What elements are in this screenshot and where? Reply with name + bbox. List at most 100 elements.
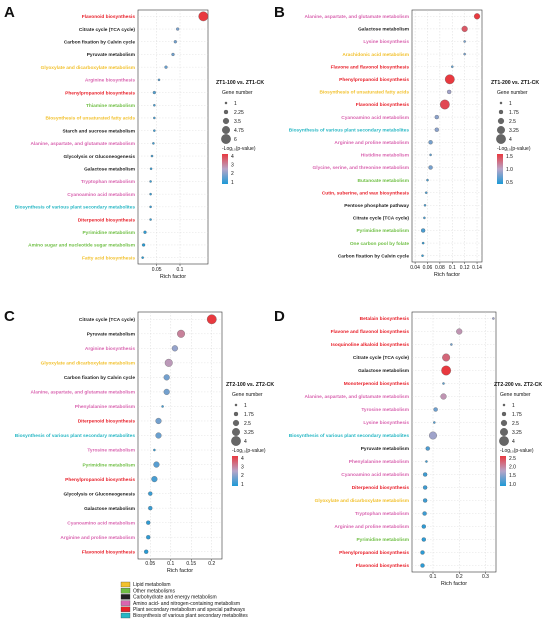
color-tick-label: 2 (231, 171, 234, 177)
size-legend-value: 2.5 (244, 421, 251, 427)
size-legend-dot (232, 419, 240, 427)
color-tick-label: 1.0 (509, 482, 516, 488)
data-point (155, 417, 162, 425)
pathway-label: Galactose metabolism (84, 166, 135, 172)
pathway-label: Arginine biosynthesis (85, 78, 135, 84)
pathway-label: Arginine biosynthesis (85, 346, 135, 352)
size-legend-title: Gene number (497, 90, 528, 96)
data-point (442, 353, 451, 362)
x-tick-label: 0.05 (145, 561, 155, 567)
pathway-label: Cyanoamino acid metabolism (341, 115, 409, 121)
color-tick-label: 1.0 (506, 167, 513, 173)
color-tick-label: 1.5 (506, 154, 513, 160)
color-tick-label: 1 (241, 482, 244, 488)
data-point (444, 74, 455, 85)
data-point (146, 535, 151, 540)
pathway-label: Phenylpropanoid biosynthesis (339, 550, 409, 556)
color-tick-label: 2 (241, 473, 244, 479)
pathway-label: Pentose phosphate pathway (344, 203, 409, 209)
pathway-label: Cyanoamino acid metabolism (67, 192, 135, 198)
category-label: Carbohydrate and energy metabolism (133, 595, 217, 601)
data-point (149, 205, 152, 209)
data-point (155, 432, 162, 439)
data-point (441, 365, 451, 376)
size-legend-value: 4 (512, 439, 515, 445)
pathway-label: Phenylpropanoid biosynthesis (339, 77, 409, 83)
pathway-label: Glycine, serine, and threonine metabolis… (313, 165, 410, 171)
category-swatch (120, 600, 131, 606)
data-point (440, 393, 447, 400)
pathway-label: Cutin, suberine, and wax biosynthesis (322, 190, 409, 196)
data-point (456, 328, 463, 335)
pathway-label: Glyoxylate and dicarboxylate metabolism (41, 65, 135, 71)
size-legend-value: 1.75 (244, 412, 254, 418)
pathway-label: Carbon fixation by Calvin cycle (338, 253, 410, 259)
size-legend-dot (221, 134, 231, 144)
data-point (149, 218, 152, 221)
pathway-label: Glycolysis or Gluconeogenesis (64, 154, 136, 160)
category-swatch (120, 581, 131, 588)
data-point (149, 167, 153, 170)
size-legend-dot (233, 411, 239, 417)
pathway-label: Flavone and flavonol biosynthesis (331, 64, 410, 70)
data-point (447, 89, 452, 95)
size-legend-value: 3.25 (509, 128, 519, 134)
size-legend-dot (234, 403, 238, 407)
data-point (422, 472, 428, 477)
data-point (144, 549, 149, 554)
data-point (153, 448, 156, 452)
size-legend-dot (223, 109, 229, 115)
data-point (424, 191, 428, 194)
data-point (433, 421, 436, 424)
pathway-label: Alanine, aspartate, and glutamate metabo… (31, 390, 136, 396)
data-point (153, 104, 156, 107)
plot-frame (411, 311, 497, 573)
data-point (420, 550, 425, 555)
color-tick-label: 2.0 (509, 464, 516, 470)
x-tick-label: 0.06 (423, 265, 433, 271)
data-point (157, 78, 161, 82)
data-point (163, 374, 170, 381)
color-bar (500, 456, 506, 486)
x-tick-label: 0.14 (472, 265, 482, 271)
data-point (176, 27, 180, 31)
size-legend-value: 4.75 (234, 128, 244, 134)
size-legend-value: 4 (244, 439, 247, 445)
data-point (425, 460, 428, 463)
data-point (422, 485, 428, 490)
pathway-label: Cyanoamino acid metabolism (67, 520, 135, 526)
data-point (150, 154, 154, 158)
pathway-label: Glyoxylate and dicarboxylate metabolism (41, 361, 135, 367)
size-legend-title: Gene number (222, 90, 253, 96)
pathway-label: Carbon fixation by Calvin cycle (64, 39, 136, 45)
color-legend-title: -Log₁₀(p-value) (232, 448, 266, 454)
size-legend-title: Gene number (232, 392, 263, 398)
data-point (171, 345, 178, 352)
pathway-label: Citrate cycle (TCA cycle) (79, 317, 135, 323)
category-label: Plant secondary metabolism and special p… (133, 607, 246, 613)
data-point (141, 243, 146, 247)
data-point (164, 358, 173, 367)
data-point (171, 52, 175, 57)
category-swatch (120, 594, 131, 600)
category-label: Amino acid- and nitrogen-containing meta… (133, 601, 240, 607)
pathway-label: Butanoate metabolism (358, 178, 409, 184)
size-legend-value: 3.25 (512, 430, 522, 436)
plot-frame (137, 9, 209, 265)
size-legend-dot (500, 419, 508, 427)
pathway-label: Galactose metabolism (358, 27, 409, 33)
size-legend-value: 3.5 (234, 119, 241, 125)
pathway-label: Phenylalanine metabolism (75, 404, 135, 410)
pathway-label: Amino sugar and nucleotide sugar metabol… (28, 243, 135, 249)
pathway-label: Alanine, aspartate, and glutamate metabo… (305, 14, 410, 20)
color-tick-label: 1 (231, 180, 234, 186)
x-tick-label: 0.1 (449, 265, 456, 271)
color-legend-title: -Log₁₀(p-value) (222, 146, 256, 152)
data-point (421, 524, 426, 529)
x-axis-label: Rich factor (441, 581, 467, 587)
pathway-label: Alanine, aspartate, and glutamate metabo… (305, 394, 410, 400)
data-point (428, 165, 433, 170)
data-point (173, 40, 177, 44)
pathway-label: Diterpenoid biosynthesis (78, 419, 136, 425)
